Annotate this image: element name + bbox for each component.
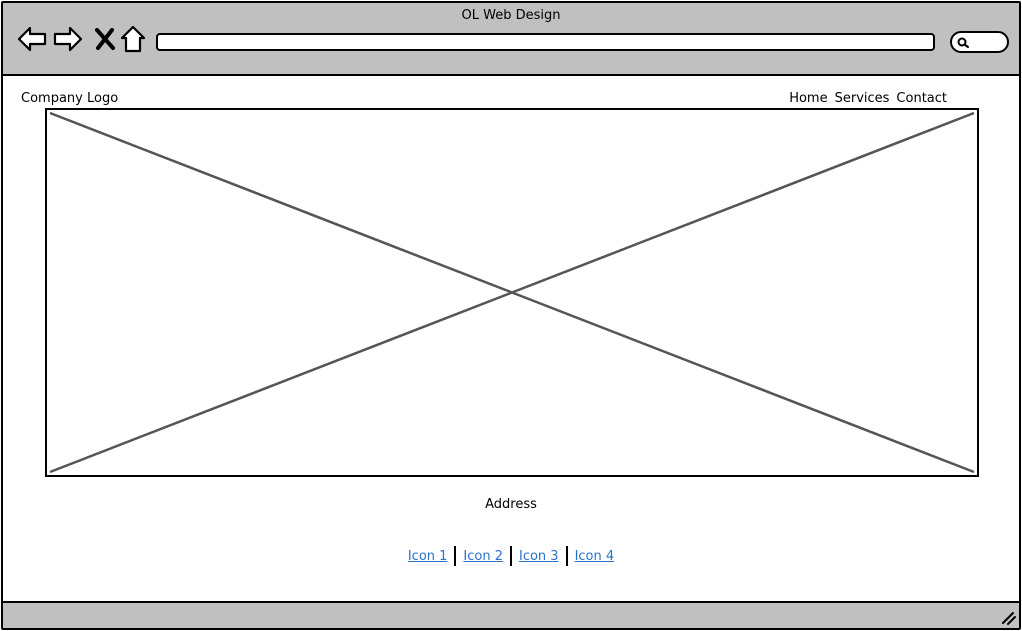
nav-item-home[interactable]: Home [789,91,828,106]
forward-arrow-icon[interactable] [52,23,84,55]
company-logo[interactable]: Company Logo [21,91,119,106]
nav-item-contact[interactable]: Contact [896,91,947,106]
resize-grip-icon[interactable] [1000,609,1016,625]
footer-link-icon-3[interactable]: Icon 3 [519,548,559,564]
address-text: Address [485,497,537,512]
search-icon [957,37,969,48]
search-button[interactable] [950,31,1009,53]
nav-item-services[interactable]: Services [834,91,890,106]
window-title: OL Web Design [461,8,561,23]
footer-link-icon-4[interactable]: Icon 4 [574,548,615,564]
hero-image-placeholder [45,108,979,477]
footer-links: Icon 1 Icon 2 Icon 3 Icon 4 [3,546,1019,566]
title-bar: OL Web Design [3,3,1019,76]
image-placeholder-icon [49,111,975,474]
top-nav: Home Services Contact [789,91,947,106]
divider [565,546,568,566]
status-bar [3,601,1019,628]
close-x-icon[interactable] [89,23,121,55]
divider [454,546,457,566]
url-input[interactable] [156,33,935,51]
footer-link-icon-2[interactable]: Icon 2 [463,548,503,564]
back-arrow-icon[interactable] [16,23,48,55]
divider [510,546,512,566]
home-icon[interactable] [118,23,150,55]
footer-link-icon-1[interactable]: Icon 1 [407,548,448,564]
